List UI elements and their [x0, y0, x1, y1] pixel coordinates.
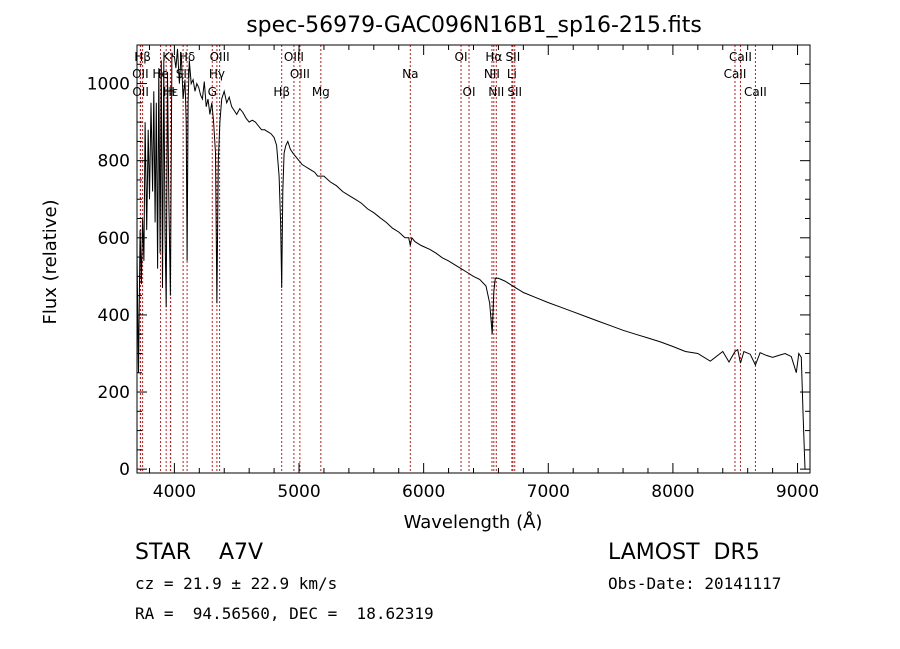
y-tick-label-2: 400	[98, 306, 130, 326]
coordinates: RA = 94.56560, DEC = 18.62319	[135, 604, 434, 623]
spectral-line-markers	[139, 45, 756, 473]
line-label-7: Hδ	[179, 50, 195, 64]
line-label-18: OI	[463, 85, 476, 99]
y-tick-label-5: 1000	[87, 75, 130, 95]
spectrum-line	[136, 48, 806, 470]
line-label-25: CaII	[729, 50, 752, 64]
line-label-16: Na	[402, 67, 418, 81]
line-label-19: Hα	[485, 50, 502, 64]
x-tick-label-4: 8000	[651, 482, 694, 502]
y-axis-ticks: 0 200 400 600 800 1000	[87, 44, 810, 480]
redshift-readout: cz = 21.9 ± 22.9 km/s	[135, 574, 338, 593]
line-label-13: OIII	[290, 67, 310, 81]
line-label-26: CaII	[724, 67, 747, 81]
line-label-21: NII	[484, 67, 500, 81]
line-label-2: OII	[132, 85, 149, 99]
chart-title: spec-56979-GAC096N16B1_sp16-215.fits	[246, 13, 702, 38]
line-label-15: Mg	[312, 85, 330, 99]
line-label-3: K	[162, 50, 171, 64]
x-tick-label-5: 9000	[776, 482, 819, 502]
y-tick-label-0: 0	[119, 460, 130, 480]
line-label-9: OIII	[210, 50, 230, 64]
line-label-12: OIII	[284, 50, 304, 64]
line-label-27: CaII	[744, 85, 767, 99]
x-tick-label-2: 6000	[402, 482, 445, 502]
line-label-23: NII	[488, 85, 504, 99]
plot-frame	[136, 44, 811, 474]
x-axis-ticks: 4000 5000 6000 7000 8000 9000	[148, 45, 819, 502]
line-label-11: G	[208, 85, 217, 99]
line-label-6: H	[166, 85, 175, 99]
line-label-20: SII	[506, 50, 521, 64]
line-label-14: Hβ	[273, 85, 290, 99]
object-class: STAR A7V	[135, 540, 264, 565]
line-label-8: SII	[176, 67, 191, 81]
line-label-17: OI	[455, 50, 468, 64]
y-tick-label-3: 600	[98, 229, 130, 249]
line-label-24: SII	[507, 85, 522, 99]
y-axis-label: Flux (relative)	[40, 199, 61, 324]
survey-name: LAMOST DR5	[608, 540, 760, 565]
x-tick-label-3: 7000	[527, 482, 570, 502]
y-tick-label-1: 200	[98, 383, 130, 403]
line-label-10: Hγ	[209, 67, 225, 81]
line-label-5: Hε	[163, 85, 179, 99]
line-label-1: OII	[132, 67, 149, 81]
x-tick-label-1: 5000	[277, 482, 320, 502]
line-label-22: Li	[507, 67, 517, 81]
line-label-0: Hβ	[134, 50, 151, 64]
x-tick-label-0: 4000	[153, 482, 196, 502]
obs-date: Obs-Date: 20141117	[608, 574, 782, 593]
x-axis-label: Wavelength (Å)	[404, 511, 543, 533]
line-label-4: He	[152, 67, 168, 81]
y-tick-label-4: 800	[98, 152, 130, 172]
